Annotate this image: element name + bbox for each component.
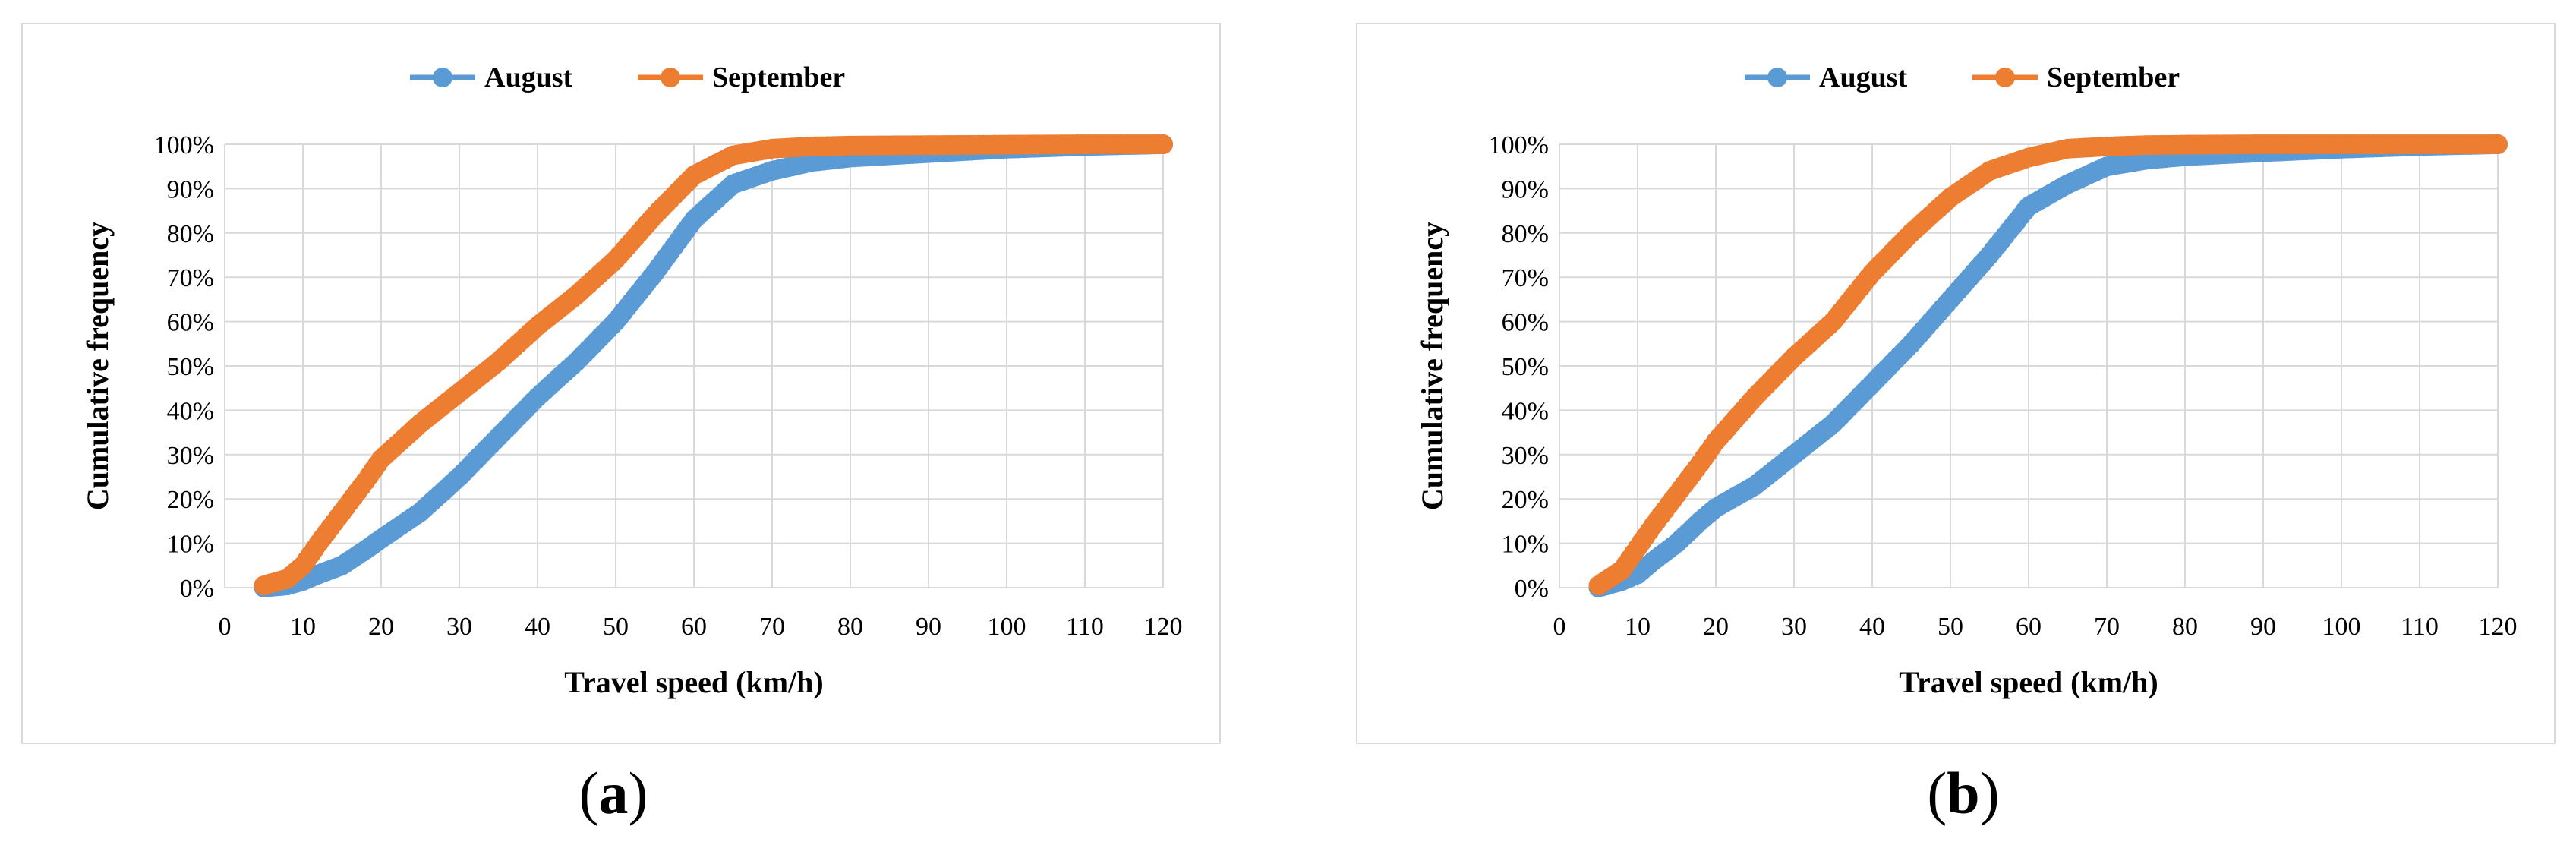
y-tick-label: 10%	[167, 531, 214, 559]
y-tick-label: 80%	[1502, 220, 1549, 248]
series-september	[254, 134, 1173, 596]
x-tick-label: 30	[1781, 613, 1807, 641]
x-tick-label: 80	[837, 613, 863, 641]
y-tick-label: 20%	[1502, 486, 1549, 514]
caption-a-letter: a	[598, 760, 629, 826]
x-tick-label: 60	[2016, 613, 2042, 641]
x-tick-label: 90	[2250, 613, 2276, 641]
legend-marker-august	[1767, 68, 1787, 87]
x-tick-label: 30	[446, 613, 472, 641]
y-tick-label: 90%	[1502, 175, 1549, 203]
x-tick-label: 20	[368, 613, 394, 641]
x-tick-label: 120	[1144, 613, 1183, 641]
y-tick-label: 70%	[167, 264, 214, 292]
y-tick-label: 30%	[167, 442, 214, 470]
y-tick-label: 60%	[167, 309, 214, 337]
caption-b-close: )	[1979, 760, 2000, 826]
x-tick-label: 0	[1553, 613, 1566, 641]
x-tick-label: 70	[2094, 613, 2120, 641]
x-tick-label: 10	[290, 613, 316, 641]
x-tick-label: 10	[1625, 613, 1651, 641]
y-tick-label: 80%	[167, 220, 214, 248]
y-tick-label: 50%	[167, 353, 214, 381]
x-tick-label: 80	[2172, 613, 2198, 641]
caption-a-close: )	[628, 760, 648, 826]
legend-marker-september	[1995, 68, 2015, 87]
caption-a-open: (	[579, 760, 599, 826]
y-tick-label: 0%	[180, 575, 214, 603]
y-tick-label: 70%	[1502, 264, 1549, 292]
x-tick-label: 70	[759, 613, 785, 641]
chart-panel-a: 0% 10% 20% 30% 40% 50% 60% 70% 80% 90% 100% 0 10 20 30…	[21, 23, 1221, 744]
caption-b-open: (	[1927, 760, 1947, 826]
x-tick-label: 120	[2479, 613, 2518, 641]
x-tick-label: 110	[2401, 613, 2439, 641]
y-tick-label: 30%	[1502, 442, 1549, 470]
y-tick-label: 40%	[167, 397, 214, 425]
y-tick-label: 100%	[1489, 131, 1549, 159]
y-axis-title: Cumulative frequency	[1415, 222, 1449, 510]
legend-label-august: August	[484, 61, 572, 93]
caption-a: (a)	[500, 759, 727, 828]
chart-panel-b: 0% 10% 20% 30% 40% 50% 60% 70% 80% 90% 100% 0 10 20 30…	[1356, 23, 2556, 744]
x-tick-label: 90	[916, 613, 941, 641]
legend-marker-august	[433, 68, 452, 87]
x-tick-label: 40	[1859, 613, 1885, 641]
legend-marker-september	[661, 68, 680, 87]
caption-b-letter: b	[1947, 760, 1980, 826]
caption-b: (b)	[1849, 759, 2077, 828]
data-point	[2488, 134, 2508, 154]
legend-label-september: September	[712, 61, 845, 93]
x-tick-label: 50	[603, 613, 629, 641]
y-tick-label: 10%	[1502, 531, 1549, 559]
x-tick-label: 20	[1703, 613, 1729, 641]
legend-label-september: September	[2047, 61, 2180, 93]
x-tick-label: 100	[988, 613, 1026, 641]
x-tick-label: 40	[525, 613, 550, 641]
x-tick-label: 100	[2322, 613, 2361, 641]
data-point	[1153, 134, 1173, 154]
y-tick-label: 40%	[1502, 397, 1549, 425]
series-september	[1588, 134, 2508, 596]
y-tick-label: 100%	[154, 131, 214, 159]
x-tick-label: 50	[1938, 613, 1963, 641]
y-tick-label: 0%	[1515, 575, 1549, 603]
y-axis-title: Cumulative frequency	[80, 222, 115, 510]
x-tick-label: 60	[681, 613, 707, 641]
x-axis-title: Travel speed (km/h)	[1899, 665, 2158, 699]
y-tick-label: 90%	[167, 175, 214, 203]
legend-label-august: August	[1819, 61, 1907, 93]
x-tick-label: 0	[219, 613, 232, 641]
x-tick-label: 110	[1066, 613, 1104, 641]
chart-a-svg: 0% 10% 20% 30% 40% 50% 60% 70% 80% 90% 100% 0 10 20 30…	[80, 61, 1183, 699]
y-tick-label: 20%	[167, 486, 214, 514]
x-axis-title: Travel speed (km/h)	[564, 665, 823, 699]
y-tick-label: 50%	[1502, 353, 1549, 381]
chart-b-svg: 0% 10% 20% 30% 40% 50% 60% 70% 80% 90% 100% 0 10 20 30…	[1415, 61, 2518, 699]
y-tick-label: 60%	[1502, 309, 1549, 337]
